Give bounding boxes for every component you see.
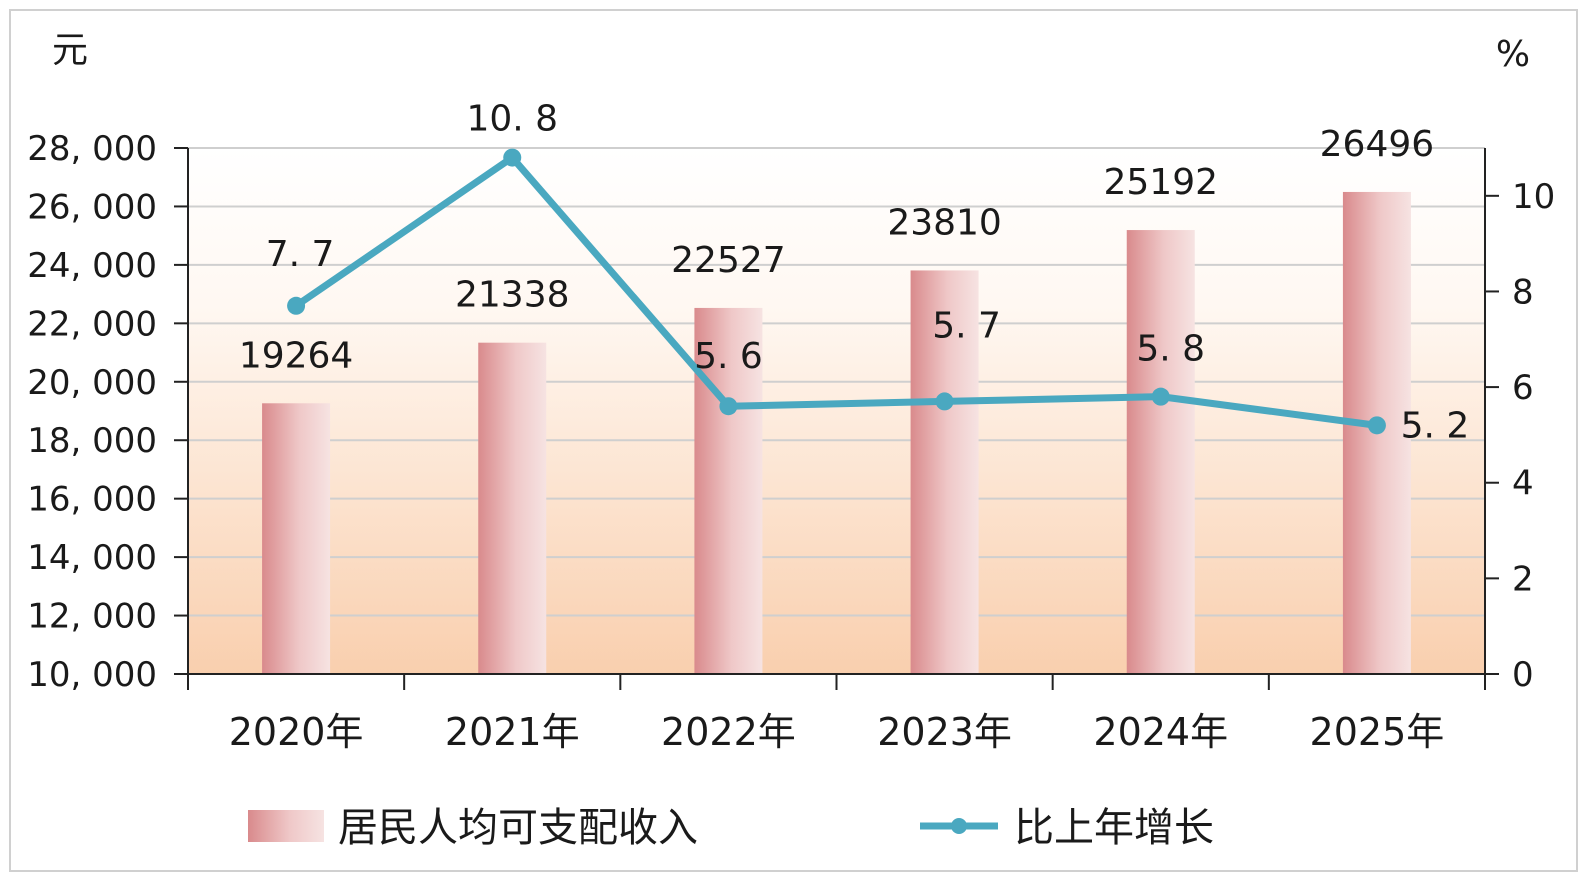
left-axis-tick-label: 18, 000 <box>27 421 157 461</box>
x-axis-category-label: 2022年 <box>661 710 796 754</box>
growth-point-label: 7. 7 <box>266 234 335 275</box>
left-axis-tick-label: 10, 000 <box>27 655 157 695</box>
left-axis-tick-label: 12, 000 <box>27 597 157 637</box>
chart-frame <box>9 9 1578 872</box>
x-axis-category-label: 2020年 <box>229 710 364 754</box>
income-bar-label: 25192 <box>1103 162 1218 203</box>
left-axis-tick-label: 26, 000 <box>27 187 157 227</box>
left-axis-tick-label: 16, 000 <box>27 480 157 520</box>
growth-point <box>287 296 306 315</box>
left-axis-tick-label: 24, 000 <box>27 246 157 286</box>
growth-point-label: 5. 2 <box>1401 405 1470 446</box>
growth-point <box>935 392 954 411</box>
left-axis-tick-label: 14, 000 <box>27 538 157 578</box>
income-bar-label: 22527 <box>671 240 786 281</box>
income-bar <box>694 307 763 674</box>
left-axis-tick-label: 20, 000 <box>27 363 157 403</box>
legend: 居民人均可支配收入 比上年增长 <box>248 805 1214 851</box>
income-bar-label: 21338 <box>455 275 570 316</box>
x-axis-category-label: 2024年 <box>1093 710 1228 754</box>
income-bar <box>1126 230 1195 674</box>
left-axis-unit: 元 <box>52 30 88 71</box>
income-bar-label: 26496 <box>1320 124 1435 165</box>
right-axis-tick-label: 8 <box>1512 272 1534 312</box>
growth-point <box>1151 387 1170 406</box>
growth-point <box>1367 416 1386 435</box>
growth-point <box>503 148 522 167</box>
growth-point-label: 5. 7 <box>932 305 1001 346</box>
right-axis-tick-label: 0 <box>1512 655 1534 695</box>
growth-point <box>719 397 738 416</box>
income-bar <box>478 342 547 674</box>
growth-point-label: 10. 8 <box>466 99 558 140</box>
income-bar-label: 19264 <box>239 335 354 376</box>
right-axis-tick-label: 6 <box>1512 368 1534 408</box>
right-axis-tick-label: 10 <box>1512 177 1555 217</box>
data-labels: 19264 21338 22527 23810 25192 26496 7. 7 10. 8 5… <box>239 99 1469 447</box>
income-bar-label: 23810 <box>887 202 1002 243</box>
axes: 10, 000 12, 000 14, 000 16, 000 18, 000 20, 0… <box>27 129 1555 754</box>
right-axis-tick-label: 4 <box>1512 464 1534 504</box>
x-axis-category-label: 2023年 <box>877 710 1012 754</box>
income-bar <box>262 403 331 674</box>
legend-bar-swatch <box>248 810 324 842</box>
line-series <box>287 148 1386 435</box>
x-axis-category-label: 2021年 <box>445 710 580 754</box>
grid-lines <box>188 147 1485 617</box>
legend-line-marker <box>951 818 967 834</box>
x-axis-category-label: 2025年 <box>1310 710 1445 754</box>
growth-line <box>294 154 1378 429</box>
legend-bar-label: 居民人均可支配收入 <box>338 805 698 851</box>
bar-series <box>262 191 1411 674</box>
income-bar <box>910 270 979 674</box>
left-axis-tick-label: 22, 000 <box>27 304 157 344</box>
growth-point-label: 5. 8 <box>1136 329 1205 370</box>
right-axis-tick-label: 2 <box>1512 559 1534 599</box>
right-axis-unit: % <box>1496 34 1530 75</box>
legend-line-label: 比上年增长 <box>1014 805 1214 851</box>
left-axis-tick-label: 28, 000 <box>27 129 157 169</box>
growth-point-label: 5. 6 <box>694 336 763 377</box>
